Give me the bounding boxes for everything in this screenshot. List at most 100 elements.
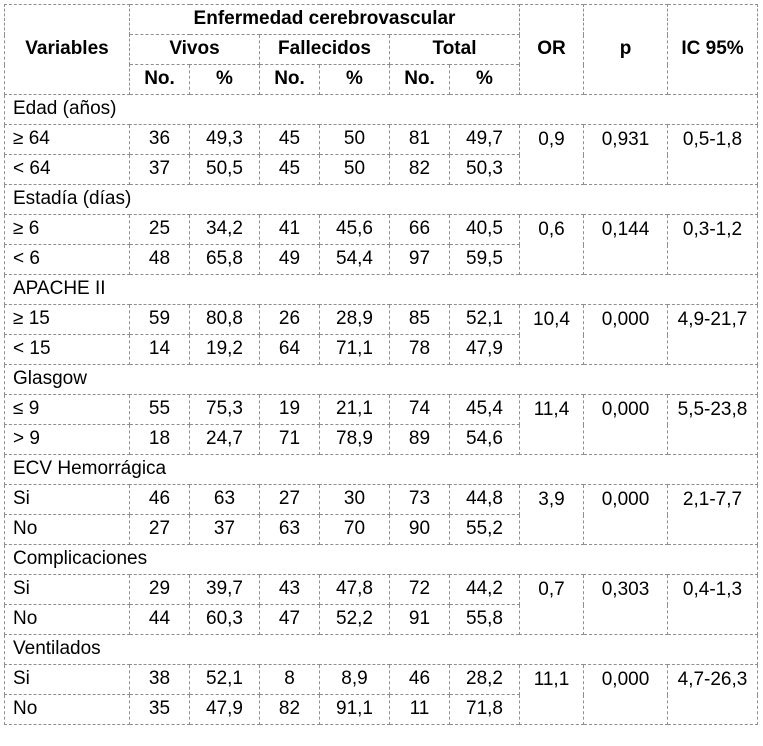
row-label: Si [4,574,130,605]
column-header-ic95: IC 95% [667,4,758,95]
cell-total-no: 72 [389,574,450,605]
cell-vivos-no: 29 [129,574,190,605]
cell-ic95: 0,5-1,8 [667,124,758,185]
cell-or: 0,9 [519,124,584,185]
cell-vivos-pct: 52,1 [189,664,260,695]
cell-total-no: 89 [389,424,450,455]
cell-total-pct: 47,9 [449,334,520,365]
cell-fallecidos-no: 64 [259,334,320,365]
cell-fallecidos-pct: 47,8 [319,574,390,605]
column-header-p: p [583,4,668,95]
column-header-total-no: No. [389,64,450,95]
column-header-vivos: Vivos [129,34,260,65]
cell-fallecidos-no: 63 [259,514,320,545]
cell-vivos-no: 35 [129,694,190,725]
cell-vivos-pct: 75,3 [189,394,260,425]
row-label: Si [4,484,130,515]
cell-vivos-no: 59 [129,304,190,335]
cerebrovascular-statistics-table: Variables Enfermedad cerebrovascular OR … [4,4,758,725]
row-label: Si [4,664,130,695]
cell-vivos-no: 44 [129,604,190,635]
section-title: Edad (años) [4,94,758,125]
data-row: < 6 48 65,8 49 54,4 97 59,5 [4,244,758,275]
row-label: No [4,694,130,725]
cell-fallecidos-pct: 45,6 [319,214,390,245]
cell-total-pct: 40,5 [449,214,520,245]
cell-vivos-pct: 65,8 [189,244,260,275]
cell-fallecidos-no: 49 [259,244,320,275]
cell-total-pct: 55,8 [449,604,520,635]
cell-total-pct: 49,7 [449,124,520,155]
cell-vivos-pct: 63 [189,484,260,515]
cell-or: 11,4 [519,394,584,455]
cell-p: 0,931 [583,124,668,185]
cell-vivos-pct: 37 [189,514,260,545]
section-row: Ventilados [4,634,758,665]
section-title: Estadía (días) [4,184,758,215]
cell-fallecidos-pct: 50 [319,124,390,155]
column-header-or: OR [519,4,584,95]
section-row: Complicaciones [4,544,758,575]
cell-fallecidos-no: 45 [259,154,320,185]
cell-vivos-no: 55 [129,394,190,425]
cell-total-pct: 28,2 [449,664,520,695]
row-label: < 64 [4,154,130,185]
cell-vivos-pct: 34,2 [189,214,260,245]
cell-fallecidos-pct: 28,9 [319,304,390,335]
cell-vivos-pct: 47,9 [189,694,260,725]
data-row: Si 46 63 27 30 73 44,8 3,9 0,000 2,1-7,7 [4,484,758,545]
cell-fallecidos-pct: 21,1 [319,394,390,425]
cell-p: 0,000 [583,394,668,455]
cell-fallecidos-no: 19 [259,394,320,425]
data-row: Si 38 52,1 8 8,9 46 28,2 11,1 0,000 4,7-… [4,664,758,725]
cell-p: 0,000 [583,664,668,725]
column-header-total-pct: % [449,64,520,95]
cell-total-no: 97 [389,244,450,275]
cell-ic95: 0,3-1,2 [667,214,758,275]
cell-fallecidos-pct: 50 [319,154,390,185]
section-title: Ventilados [4,634,758,665]
cell-fallecidos-no: 27 [259,484,320,515]
cell-vivos-pct: 60,3 [189,604,260,635]
cell-p: 0,000 [583,304,668,365]
row-label: ≥ 15 [4,304,130,335]
header-row-2: Vivos Fallecidos Total [5,34,758,65]
cell-fallecidos-pct: 30 [319,484,390,515]
cell-total-pct: 59,5 [449,244,520,275]
statistics-table-container: Variables Enfermedad cerebrovascular OR … [4,4,758,725]
cell-vivos-no: 48 [129,244,190,275]
cell-ic95: 0,4-1,3 [667,574,758,635]
row-label: No [4,514,130,545]
cell-fallecidos-no: 26 [259,304,320,335]
cell-total-pct: 71,8 [449,694,520,725]
cell-fallecidos-no: 43 [259,574,320,605]
cell-total-no: 90 [389,514,450,545]
cell-total-pct: 44,2 [449,574,520,605]
cell-fallecidos-pct: 70 [319,514,390,545]
cell-total-no: 78 [389,334,450,365]
section-row: ECV Hemorrágica [4,454,758,485]
cell-vivos-pct: 39,7 [189,574,260,605]
cell-vivos-pct: 80,8 [189,304,260,335]
cell-vivos-pct: 24,7 [189,424,260,455]
row-label: < 6 [4,244,130,275]
cell-vivos-no: 37 [129,154,190,185]
cell-total-pct: 45,4 [449,394,520,425]
cell-fallecidos-pct: 8,9 [319,664,390,695]
row-label: ≥ 6 [4,214,130,245]
cell-total-no: 66 [389,214,450,245]
cell-vivos-pct: 50,5 [189,154,260,185]
cell-p: 0,000 [583,484,668,545]
cell-fallecidos-no: 41 [259,214,320,245]
data-row: ≤ 9 55 75,3 19 21,1 74 45,4 11,4 0,000 5… [4,394,758,455]
section-row: Edad (años) [4,94,758,125]
section-title: ECV Hemorrágica [4,454,758,485]
cell-or: 3,9 [519,484,584,545]
row-label: ≥ 64 [4,124,130,155]
section-row: Estadía (días) [4,184,758,215]
row-label: > 9 [4,424,130,455]
cell-ic95: 4,7-26,3 [667,664,758,725]
cell-fallecidos-no: 8 [259,664,320,695]
cell-total-no: 81 [389,124,450,155]
cell-vivos-no: 27 [129,514,190,545]
